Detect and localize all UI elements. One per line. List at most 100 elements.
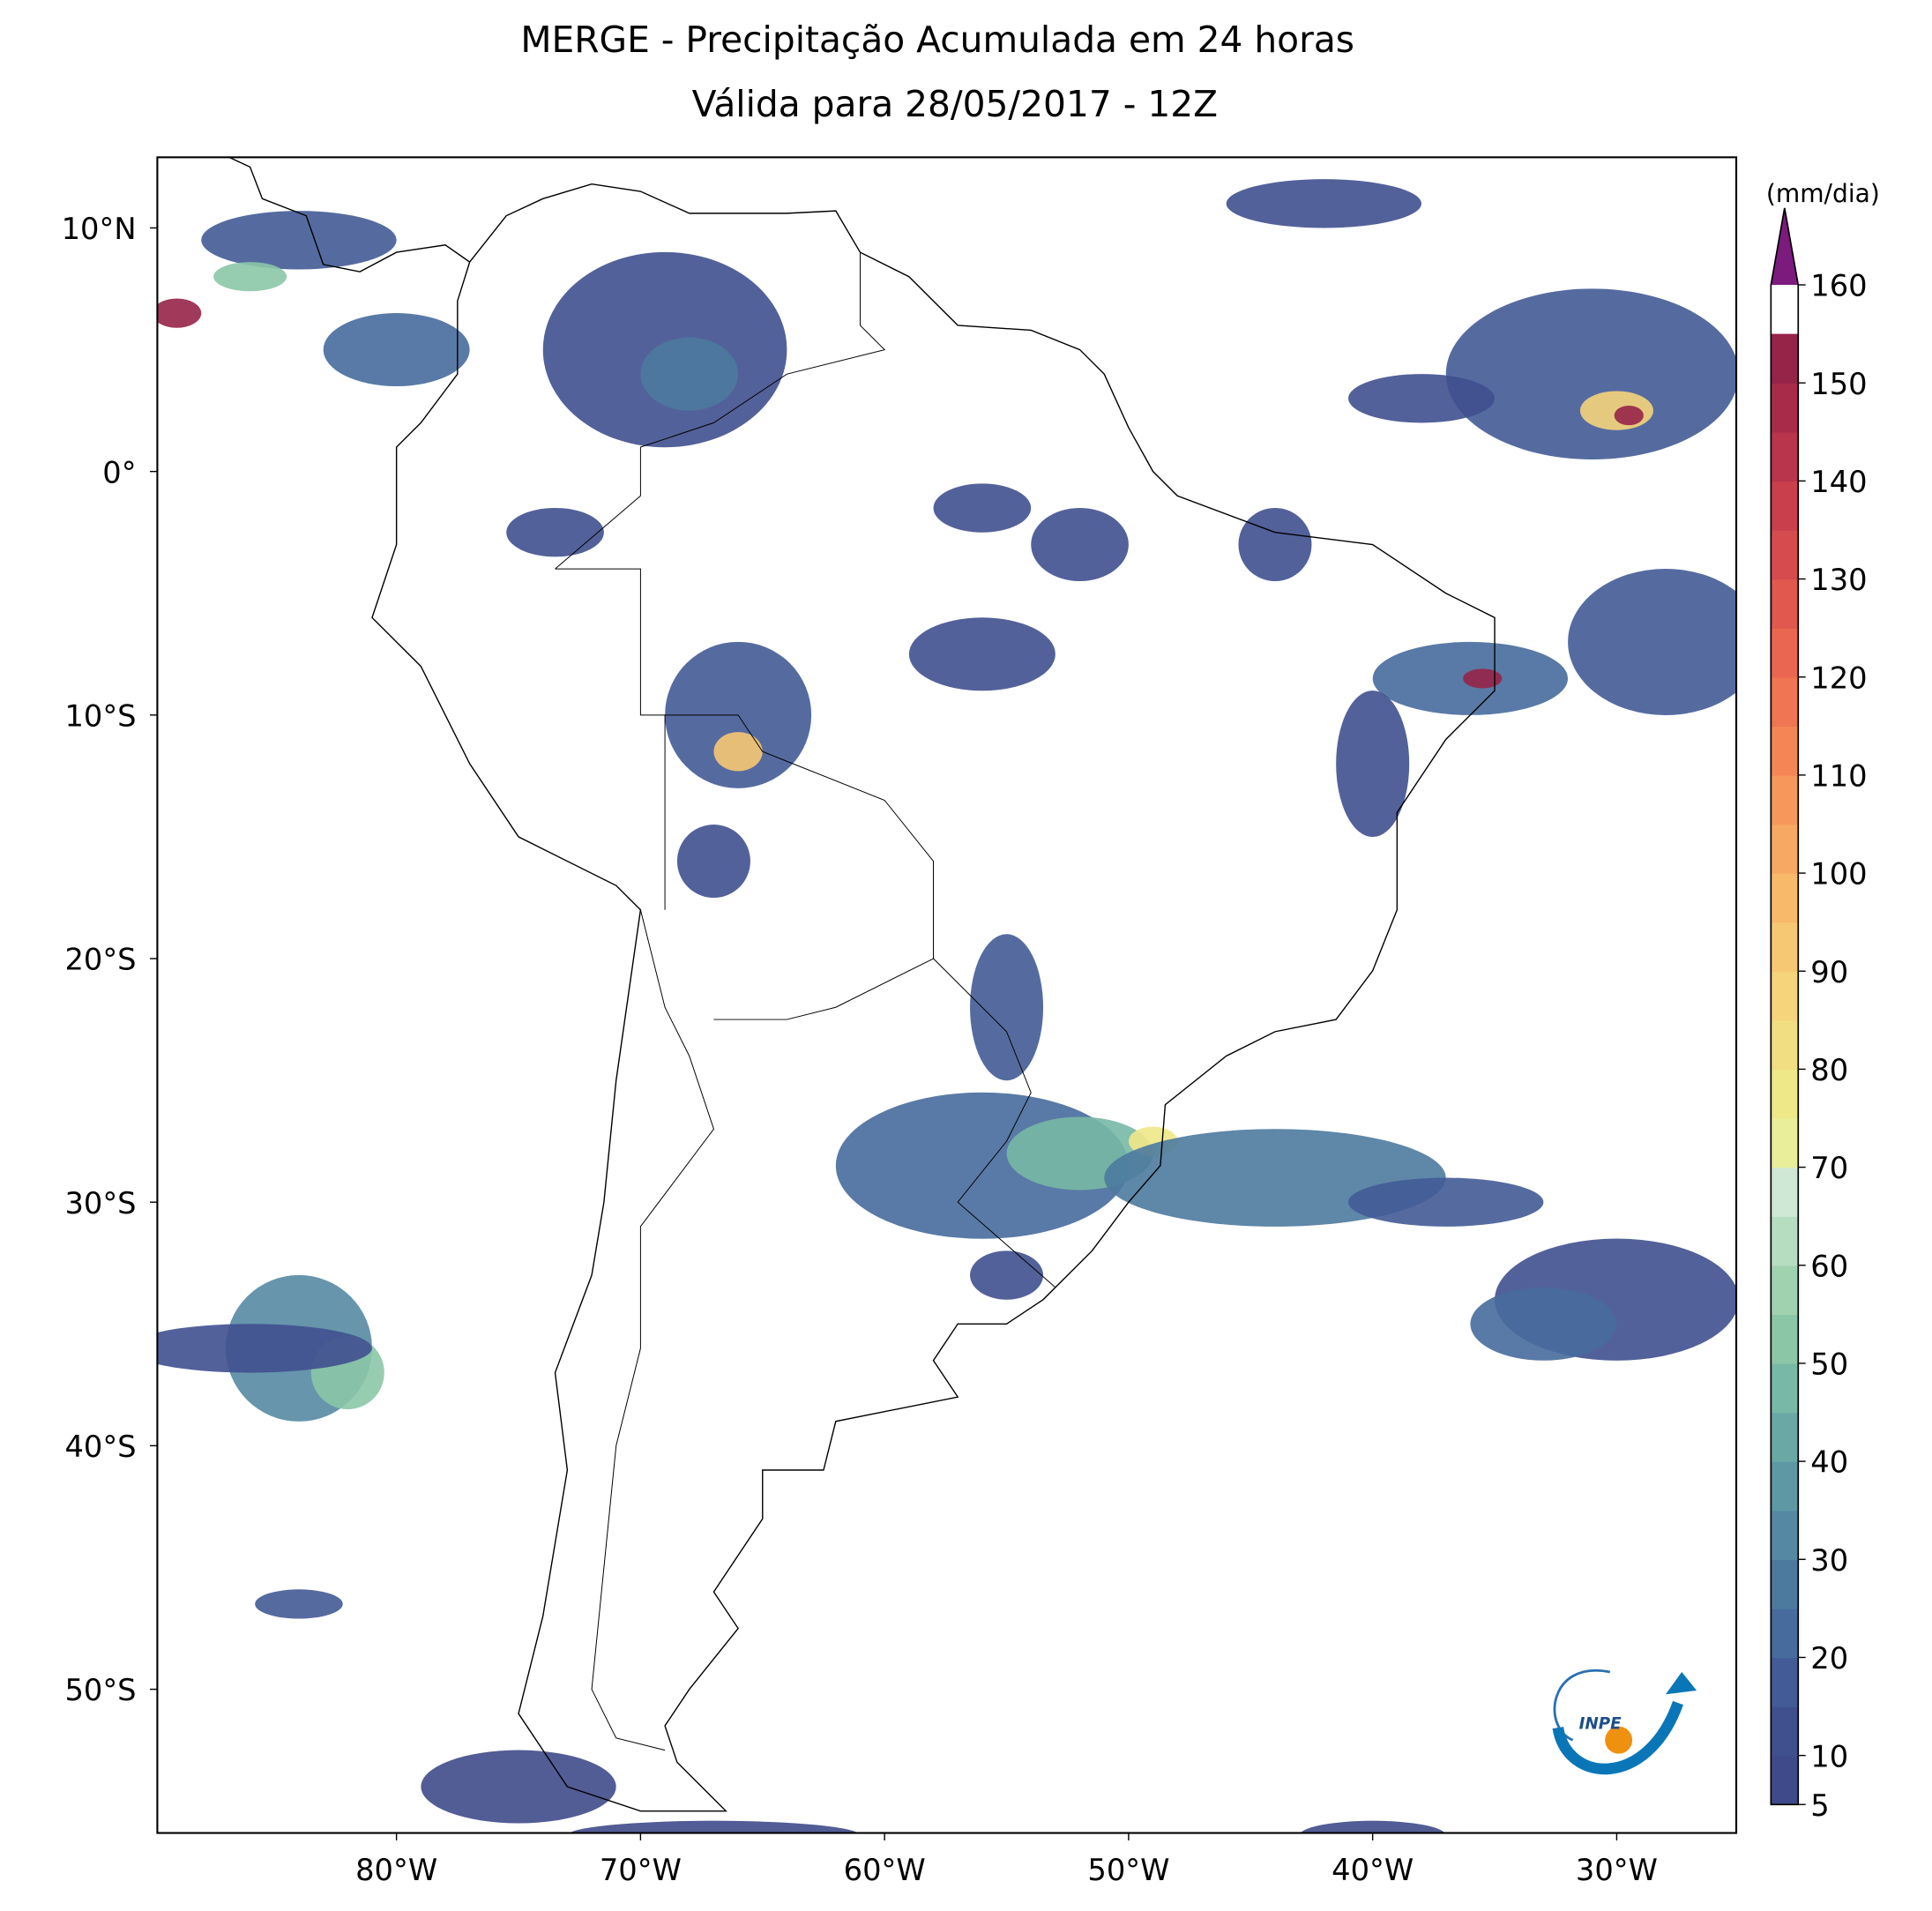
colorbar-band: [1771, 1117, 1799, 1168]
precip-area: [157, 1324, 372, 1373]
precip-area: [1614, 406, 1644, 426]
colorbar-tick-label: 10: [1810, 1739, 1848, 1773]
colorbar-tick-label: 160: [1810, 269, 1867, 303]
precip-area: [933, 483, 1032, 533]
colorbar: 5 10 20 30 40 50 60 70 80 90 100 110 120 130 140 150 160: [1770, 207, 1868, 1823]
y-tick-label: 30°S: [64, 1186, 136, 1221]
colorbar-band: [1771, 1706, 1799, 1757]
colorbar-band: [1771, 971, 1799, 1021]
colorbar-tick-label: 40: [1810, 1445, 1848, 1480]
colorbar-band: [1771, 383, 1799, 433]
colorbar-tick-label: 90: [1810, 955, 1848, 989]
precip-area: [640, 337, 739, 411]
colorbar-tick-label: 60: [1810, 1249, 1848, 1283]
colorbar-band: [1771, 873, 1799, 923]
colorbar-band: [1771, 431, 1799, 482]
subtitle: Válida para 28/05/2017 - 12Z: [692, 83, 1218, 125]
colorbar-band: [1771, 1510, 1799, 1560]
colorbar-band: [1771, 1314, 1799, 1364]
precip-area: [1300, 1820, 1445, 1833]
colorbar-tick-label: 150: [1810, 367, 1867, 401]
y-tick-label: 0°: [102, 455, 136, 489]
colorbar-tick-label: 5: [1810, 1788, 1829, 1823]
x-tick-label: 70°W: [600, 1853, 682, 1887]
precip-area: [1470, 1287, 1617, 1361]
precip-area: [1445, 288, 1737, 459]
colorbar-band: [1771, 824, 1799, 874]
colorbar-band: [1771, 1362, 1799, 1414]
colorbar-band: [1771, 1412, 1799, 1462]
border: [555, 252, 886, 570]
colorbar-band: [1771, 676, 1799, 728]
y-tick-label: 10°N: [62, 212, 137, 246]
precip-area: [255, 1589, 343, 1619]
x-tick-label: 40°W: [1332, 1853, 1414, 1887]
colorbar-tick-label: 30: [1810, 1543, 1848, 1578]
colorbar-band: [1771, 1167, 1799, 1217]
precip-area: [970, 934, 1044, 1081]
colorbar-extend: [1771, 207, 1799, 286]
precip-area: [213, 262, 287, 292]
precip-area: [1348, 1177, 1544, 1227]
coastline: [371, 183, 1496, 1812]
colorbar-band: [1771, 1069, 1799, 1119]
colorbar-band: [1771, 1657, 1799, 1707]
precip-area: [1226, 179, 1421, 228]
colorbar-band: [1771, 1019, 1799, 1071]
y-tick-label: 10°S: [64, 698, 136, 733]
x-tick-label: 60°W: [844, 1853, 926, 1887]
precip-area: [1463, 668, 1503, 689]
y-tick-label: 20°S: [64, 943, 136, 977]
logo: INPE: [1552, 1668, 1697, 1775]
colorbar-tick-label: 110: [1810, 759, 1867, 794]
colorbar-tick-label: 20: [1810, 1641, 1848, 1676]
colorbar-band: [1771, 579, 1799, 629]
border: [591, 909, 714, 1751]
colorbar-tick-label: 100: [1810, 857, 1867, 892]
precip-area: [1238, 507, 1312, 581]
precip-area: [201, 211, 397, 270]
precip-area: [908, 617, 1056, 691]
colorbar-tick-label: 140: [1810, 465, 1867, 499]
precip-area: [1568, 568, 1737, 715]
precip-area: [506, 508, 604, 557]
colorbar-band: [1771, 774, 1799, 825]
colorbar-band: [1771, 628, 1799, 678]
precip-area: [421, 1750, 616, 1824]
colorbar-band: [1771, 1559, 1799, 1609]
x-tick-label: 80°W: [355, 1853, 437, 1887]
precip-area: [157, 298, 202, 328]
coastline: [228, 157, 471, 272]
precip-area: [569, 1820, 859, 1833]
colorbar-band: [1771, 1461, 1799, 1512]
colorbar-band: [1771, 1755, 1799, 1805]
colorbar-frame: [1770, 207, 1800, 1806]
logo-text: INPE: [1579, 1715, 1622, 1734]
border: [555, 568, 1056, 1288]
logo-arrow: [1665, 1671, 1697, 1695]
map-frame: [156, 156, 1738, 1834]
precip-area: [323, 313, 470, 387]
colorbar-tick-label: 120: [1810, 661, 1867, 695]
colorbar-band: [1771, 529, 1799, 580]
colorbar-band: [1771, 333, 1799, 384]
precip-area: [1031, 507, 1129, 581]
precip-area: [676, 825, 750, 899]
logo-swoosh: [1552, 1700, 1683, 1775]
precip-area: [1336, 690, 1410, 838]
y-tick-label: 40°S: [64, 1430, 136, 1464]
colorbar-band: [1771, 1265, 1799, 1316]
colorbar-tick-label: 50: [1810, 1347, 1848, 1382]
colorbar-band: [1771, 1608, 1799, 1659]
map-area: [157, 157, 1737, 1833]
y-tick-label: 50°S: [64, 1673, 136, 1707]
colorbar-band: [1771, 726, 1799, 776]
colorbar-tick-label: 70: [1810, 1151, 1848, 1185]
colorbar-band: [1771, 1216, 1799, 1266]
colorbar-band: [1771, 922, 1799, 972]
precip-area: [970, 1250, 1044, 1300]
precip-area: [713, 732, 763, 772]
colorbar-tick-label: 80: [1810, 1053, 1848, 1087]
